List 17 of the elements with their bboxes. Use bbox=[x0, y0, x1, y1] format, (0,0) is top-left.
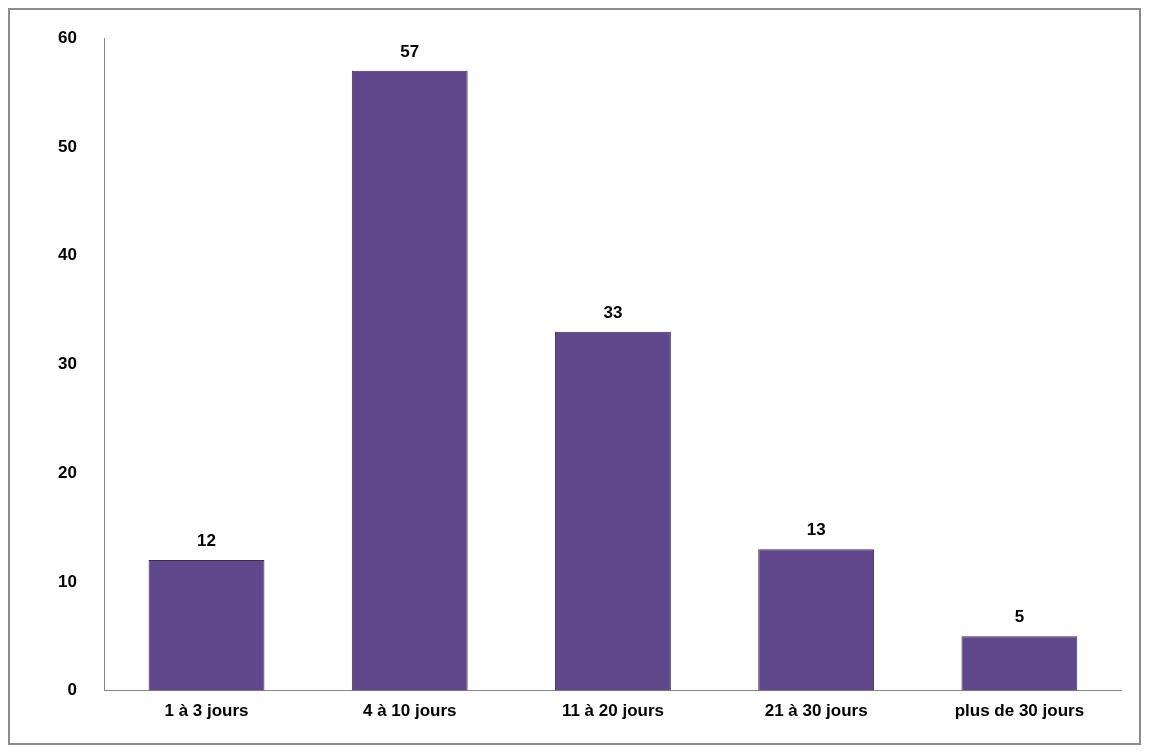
y-tick-label: 10 bbox=[57, 571, 77, 591]
x-tick-label: 11 à 20 jours bbox=[561, 701, 664, 721]
y-tick-label: 60 bbox=[57, 27, 77, 47]
y-tick-label: 20 bbox=[57, 462, 77, 482]
data-label: 12 bbox=[197, 531, 216, 551]
data-label: 33 bbox=[603, 302, 623, 322]
x-tick-label: 4 à 10 jours bbox=[362, 701, 457, 721]
data-label: 57 bbox=[400, 42, 420, 62]
x-tick-label: plus de 30 jours bbox=[954, 701, 1085, 721]
x-tick-label: 21 à 30 jours bbox=[764, 701, 868, 721]
x-tick-label: 1 à 3 jours bbox=[164, 701, 249, 721]
y-tick-label: 50 bbox=[57, 136, 77, 156]
y-tick-label: 40 bbox=[57, 245, 77, 265]
y-tick-label: 30 bbox=[57, 354, 77, 374]
y-tick-label: 0 bbox=[67, 680, 77, 700]
data-label: 13 bbox=[806, 520, 826, 540]
data-label: 5 bbox=[1014, 607, 1025, 627]
